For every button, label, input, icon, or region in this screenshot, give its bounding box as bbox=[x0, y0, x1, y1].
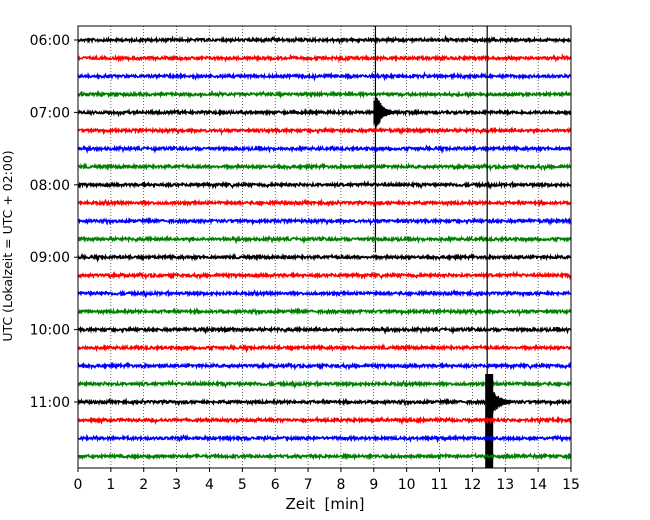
event-saturation bbox=[485, 374, 494, 468]
x-tick-label: 12 bbox=[463, 477, 481, 493]
trace-line bbox=[78, 144, 571, 155]
seismic-traces bbox=[78, 26, 571, 468]
trace-line bbox=[78, 89, 571, 100]
trace-line bbox=[78, 433, 571, 444]
trace-line bbox=[78, 415, 571, 426]
trace-line bbox=[78, 126, 571, 136]
trace-line bbox=[78, 342, 571, 354]
x-tick-label: 14 bbox=[529, 477, 547, 493]
trace-line bbox=[78, 361, 571, 372]
x-tick-label: 15 bbox=[562, 477, 580, 493]
y-axis-label: UTC (Lokalzeit = UTC + 02:00) bbox=[0, 150, 15, 341]
x-axis-ticks: 0 1 2 3 4 5 6 7 8 9 10 11 12 13 14 15 bbox=[74, 468, 580, 493]
event-saturation bbox=[373, 100, 380, 125]
x-tick-label: 10 bbox=[398, 477, 416, 493]
trace-line bbox=[78, 52, 571, 64]
trace-line bbox=[78, 70, 571, 82]
y-tick-label: 08:00 bbox=[30, 178, 70, 194]
y-tick-label: 07:00 bbox=[30, 105, 70, 121]
x-tick-label: 2 bbox=[139, 477, 148, 493]
y-axis-ticks: 06:00 07:00 08:00 09:00 10:00 11:00 bbox=[30, 33, 78, 411]
x-tick-label: 7 bbox=[304, 477, 313, 493]
x-tick-label: 4 bbox=[205, 477, 214, 493]
trace-line bbox=[78, 198, 571, 208]
x-tick-label: 3 bbox=[172, 477, 181, 493]
trace-line bbox=[78, 107, 571, 118]
trace-line bbox=[78, 161, 571, 172]
x-tick-label: 0 bbox=[74, 477, 83, 493]
trace-line bbox=[78, 252, 571, 263]
trace-line bbox=[78, 234, 571, 245]
x-tick-label: 13 bbox=[496, 477, 514, 493]
x-tick-label: 5 bbox=[238, 477, 247, 493]
y-tick-label: 11:00 bbox=[30, 395, 70, 411]
trace-line bbox=[78, 451, 571, 461]
x-tick-label: 9 bbox=[369, 477, 378, 493]
trace-line bbox=[78, 216, 571, 227]
plot-frame bbox=[77, 25, 572, 469]
trace-line bbox=[78, 325, 571, 335]
y-tick-label: 09:00 bbox=[30, 250, 70, 266]
trace-line bbox=[78, 179, 571, 190]
x-tick-label: 8 bbox=[336, 477, 345, 493]
trace-line bbox=[78, 288, 571, 299]
trace-line bbox=[78, 307, 571, 317]
trace-line bbox=[78, 270, 571, 281]
trace-line bbox=[78, 34, 571, 45]
x-tick-label: 1 bbox=[106, 477, 115, 493]
x-axis-label: Zeit [min] bbox=[285, 495, 364, 513]
y-tick-label: 10:00 bbox=[30, 323, 70, 339]
x-tick-label: 6 bbox=[271, 477, 280, 493]
y-tick-label: 06:00 bbox=[30, 33, 70, 49]
x-tick-label: 11 bbox=[431, 477, 449, 493]
